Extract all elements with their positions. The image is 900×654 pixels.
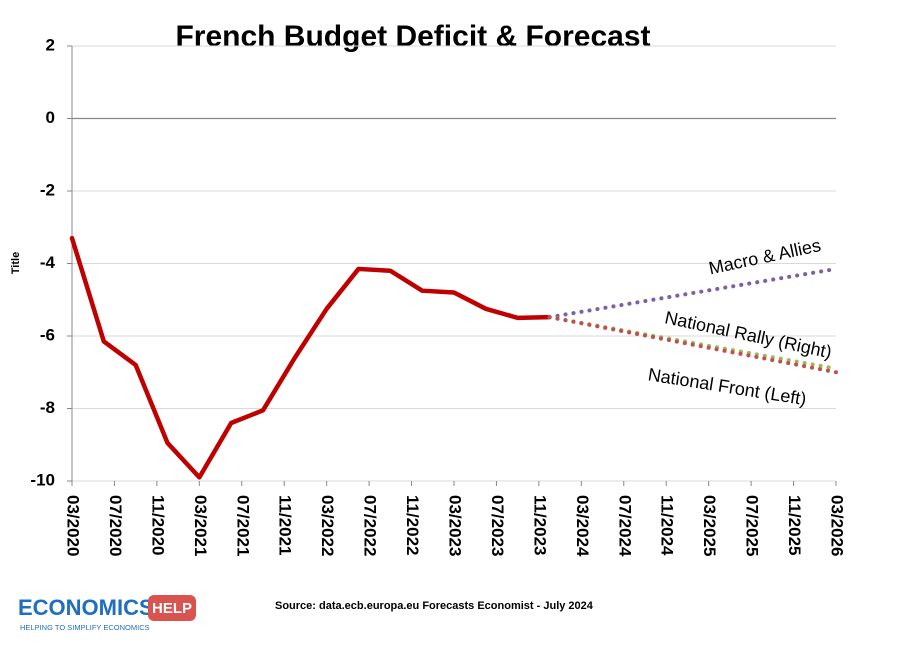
x-tick-label: 07/2021 [233,495,252,556]
x-tick-label: 07/2020 [106,495,125,556]
x-tick-label: 07/2022 [361,495,380,556]
series-line [547,266,838,320]
x-tick-label: 11/2023 [530,495,549,556]
source: Source: data.ecb.europa.eu Forecasts Eco… [275,600,594,612]
logo-main: ECONOMICS [18,595,154,620]
x-tick-label: 11/2021 [276,495,295,556]
chart-title: French Budget Deficit & Forecast [175,20,650,53]
logo: ECONOMICS HELP HELPING TO SIMPLIFY ECONO… [18,595,196,632]
y-tick-label: 0 [46,108,55,127]
x-tick-label: 03/2021 [191,495,210,556]
y-tick-label: -4 [40,253,56,272]
x-tick-label: 03/2023 [446,495,465,556]
x-tick-label: 07/2025 [743,495,762,556]
x-tick-label: 03/2020 [64,495,83,556]
y-tick-label: -10 [30,470,55,489]
x-tick-label: 03/2026 [828,495,847,556]
series-line [69,235,552,480]
x-tick-label: 07/2024 [615,495,634,557]
y-tick-label: -8 [40,398,55,417]
x-tick-label: 07/2023 [488,495,507,556]
series-label: Macro & Allies [707,235,823,278]
y-tick-label: 2 [46,35,55,54]
x-tick-label: 03/2022 [318,495,337,556]
logo-badge-bg [148,595,196,621]
x-tick-label: 11/2020 [148,495,167,556]
x-tick-label: 03/2024 [573,495,592,557]
logo-badge: HELP [152,600,192,617]
series-label: National Front (Left) [647,364,808,409]
x-tick-label: 11/2025 [785,495,804,556]
x-tick-label: 11/2022 [403,495,422,556]
y-tick-label: -2 [40,180,55,199]
x-tick-label: 03/2025 [700,495,719,556]
series-line [547,315,838,375]
logo-tagline: HELPING TO SIMPLIFY ECONOMICS [20,623,150,632]
y-axis-label: Title [10,252,22,274]
y-tick-label: -6 [40,325,55,344]
x-tick-label: 11/2024 [658,495,677,556]
